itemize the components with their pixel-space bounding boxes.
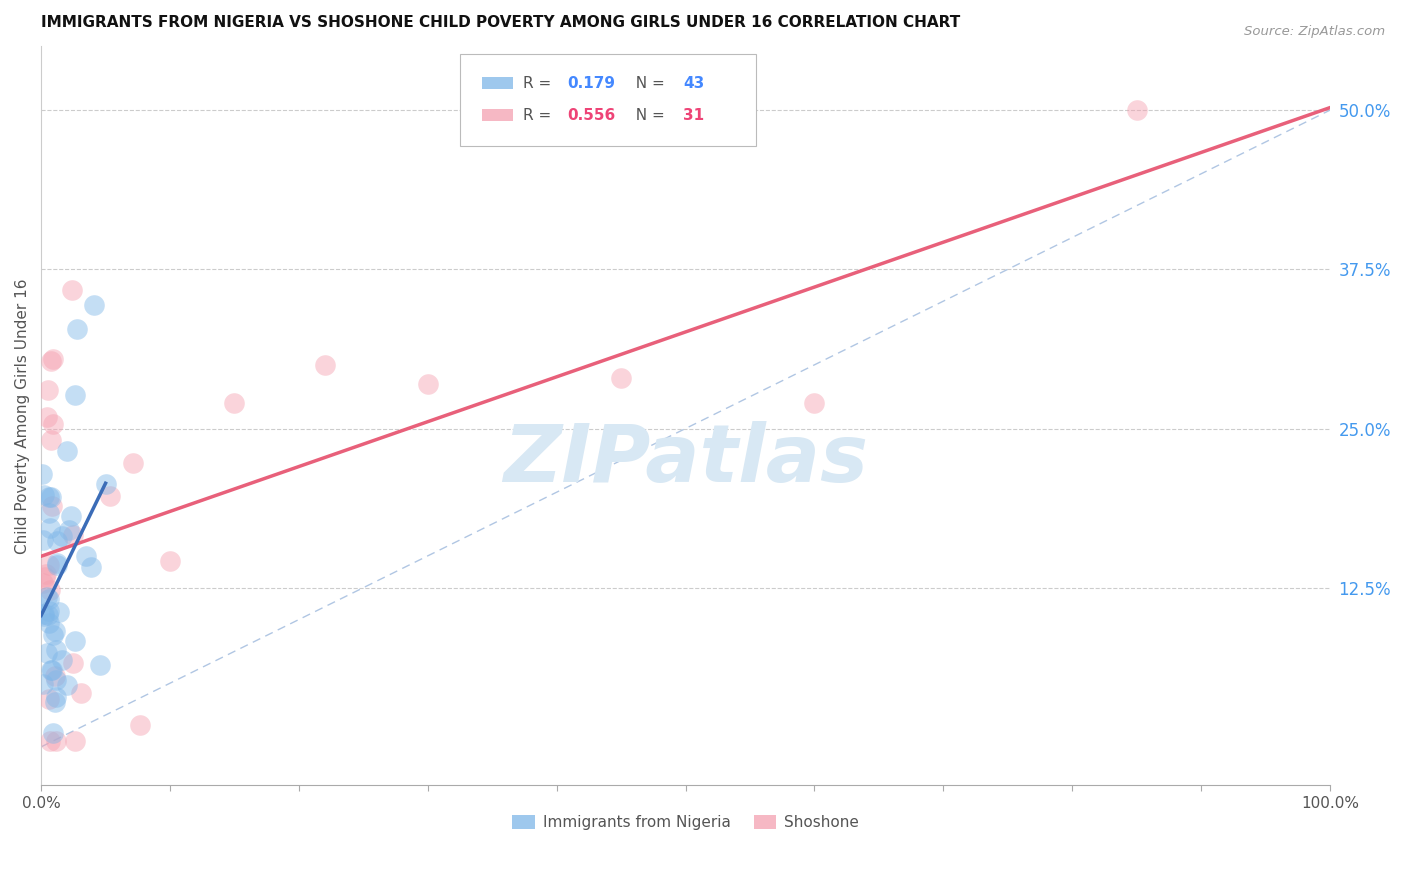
Point [224,396,246,410]
Point [59,509,82,524]
Legend: Immigrants from Nigeria, Shoshone: Immigrants from Nigeria, Shoshone [506,809,865,837]
Point [44,690,66,704]
Text: 31: 31 [683,108,704,122]
Point [39,490,62,504]
Point [803,396,825,410]
Point [45,733,67,747]
Point [39,663,62,677]
Point [44,668,66,682]
Text: N =: N = [626,108,669,122]
Point [51,652,73,666]
Point [38,506,60,520]
Text: N =: N = [626,76,669,91]
Point [38,521,60,535]
FancyBboxPatch shape [482,78,513,89]
Point [83,298,105,312]
Point [38,603,60,617]
Point [34,567,56,582]
Point [48,605,70,619]
Point [610,370,633,384]
Point [63,633,86,648]
Point [44,695,66,709]
Point [32,607,55,622]
Point [31,575,53,590]
Text: 0.556: 0.556 [567,108,616,122]
Point [41,663,63,677]
Point [45,643,67,657]
Point [45,673,67,687]
Point [42,417,65,432]
Point [44,624,66,639]
Point [31,467,53,481]
Point [62,657,84,671]
Point [32,677,55,691]
Point [31,533,53,547]
Point [66,322,89,336]
Point [38,490,60,504]
Point [35,410,58,425]
Point [56,678,79,692]
Point [45,556,67,570]
Text: R =: R = [523,108,557,122]
FancyBboxPatch shape [460,54,756,146]
Point [63,733,86,747]
Point [34,570,56,584]
Point [60,283,83,297]
Point [42,351,65,366]
Y-axis label: Child Poverty Among Girls Under 16: Child Poverty Among Girls Under 16 [15,278,30,554]
Point [39,353,62,368]
Point [416,376,439,391]
Point [45,533,67,548]
Point [98,489,121,503]
Text: Source: ZipAtlas.com: Source: ZipAtlas.com [1244,25,1385,38]
Point [62,527,84,541]
Point [159,554,181,568]
Point [58,523,80,537]
Point [314,358,336,372]
Point [41,500,63,514]
Point [37,383,59,397]
Point [42,628,65,642]
Text: 43: 43 [683,76,704,91]
Point [38,692,60,706]
Point [45,558,67,572]
Point [39,433,62,447]
Point [35,646,58,660]
Point [38,558,60,572]
Point [35,590,58,604]
Point [34,488,56,502]
Point [1125,103,1147,117]
Point [37,607,59,622]
Point [32,609,55,624]
Point [39,582,62,597]
Point [39,733,62,747]
Text: ZIPatlas: ZIPatlas [503,421,868,500]
Point [129,718,152,732]
Text: R =: R = [523,76,557,91]
Point [63,388,86,402]
Point [51,528,73,542]
Point [80,560,103,574]
Point [94,477,117,491]
Point [75,549,97,563]
Point [42,726,65,740]
FancyBboxPatch shape [482,109,513,121]
Point [38,615,60,630]
Text: IMMIGRANTS FROM NIGERIA VS SHOSHONE CHILD POVERTY AMONG GIRLS UNDER 16 CORRELATI: IMMIGRANTS FROM NIGERIA VS SHOSHONE CHIL… [41,15,960,30]
Point [38,591,60,606]
Point [89,657,111,672]
Point [122,456,145,470]
Point [56,444,79,458]
Point [69,685,91,699]
Text: 0.179: 0.179 [567,76,614,91]
